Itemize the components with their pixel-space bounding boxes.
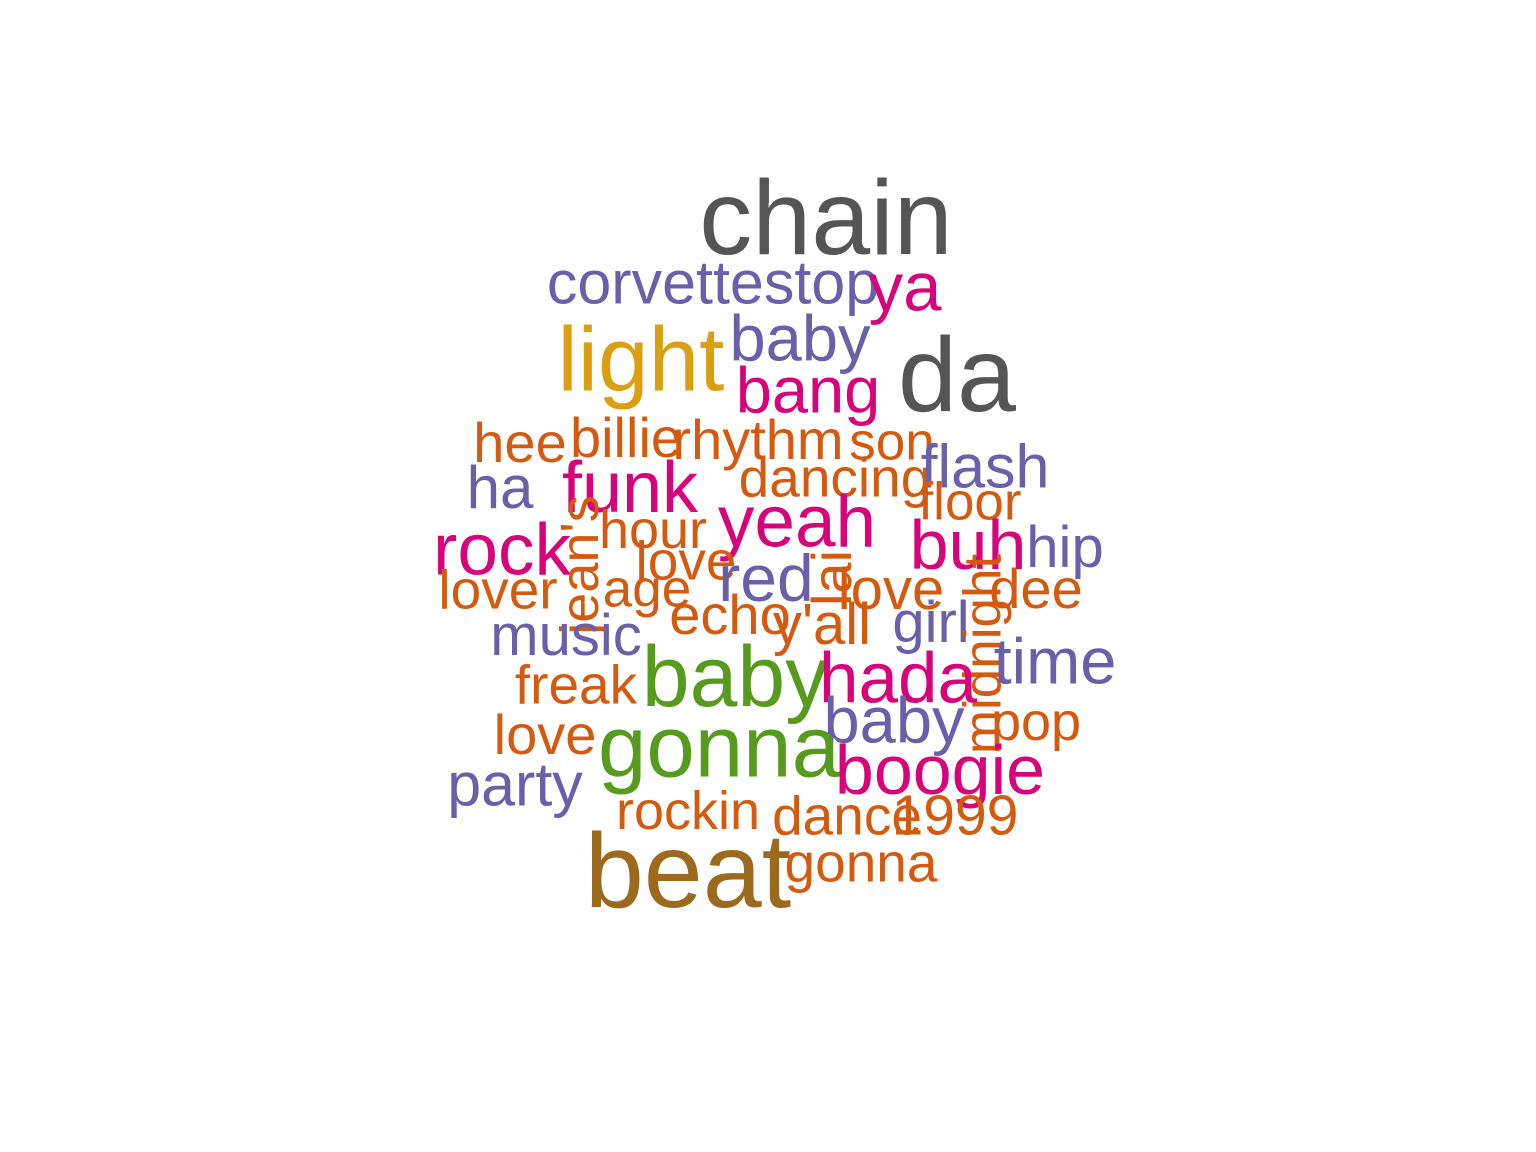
word-funk-13: funk: [561, 448, 699, 528]
word-gonna-42: gonna: [598, 698, 840, 796]
word-yeah-17: yeah: [717, 481, 877, 563]
word-red-24: red: [718, 541, 814, 615]
word-love-28: love: [837, 557, 945, 622]
word-chain-1: chain: [699, 159, 953, 277]
word-ya-3: ya: [868, 248, 942, 326]
word-boogie-43: boogie: [834, 731, 1046, 809]
word-rhythm-10: rhythm: [672, 408, 844, 471]
word-hada-36: hada: [819, 639, 977, 719]
word-baby-35: baby: [641, 629, 829, 725]
word-baby-39: baby: [823, 683, 965, 757]
word-love-41: love: [493, 703, 597, 766]
word-da-6: da: [898, 316, 1016, 434]
word-ha-12: ha: [466, 454, 534, 521]
word-hip-22: hip: [1026, 515, 1104, 580]
word-son-11: son: [849, 412, 935, 472]
word-flash-15: flash: [920, 432, 1050, 501]
word-echo-30: echo: [669, 583, 791, 646]
word-billie-9: billie: [569, 406, 683, 469]
word-1999-47: 1999: [891, 783, 1019, 848]
word-age-27: age: [602, 559, 692, 619]
word-bang-7: bang: [735, 353, 881, 427]
word-dee-29: dee: [989, 557, 1083, 620]
word-rockin-45: rockin: [615, 781, 761, 841]
word-freak-38: freak: [514, 653, 638, 716]
word-time-37: time: [993, 624, 1117, 698]
word-beat-48: beat: [584, 812, 792, 930]
word-lover-26: lover: [438, 558, 558, 621]
word-girl-32: girl: [892, 590, 970, 655]
word-dancing-14: dancing: [738, 446, 932, 509]
word-buh-21: buh: [909, 506, 1027, 584]
word-hee-8: hee: [473, 411, 567, 474]
word-dance-46: dance: [772, 784, 922, 847]
word-baby-5: baby: [729, 301, 871, 375]
word-party-44: party: [447, 750, 583, 819]
word-corvettestop-2: corvettestop: [546, 248, 880, 317]
word-hour-18: hour: [598, 500, 708, 560]
word-love-23: love: [635, 529, 737, 592]
word-music-34: music: [490, 603, 642, 668]
word-light-4: light: [557, 309, 725, 411]
word-y-all-31: y'all: [772, 592, 872, 657]
word-floor-16: floor: [918, 472, 1022, 532]
word-pop-40: pop: [990, 692, 1082, 752]
word-rock-19: rock: [433, 509, 571, 591]
word-gonna-49: gonna: [784, 831, 938, 894]
